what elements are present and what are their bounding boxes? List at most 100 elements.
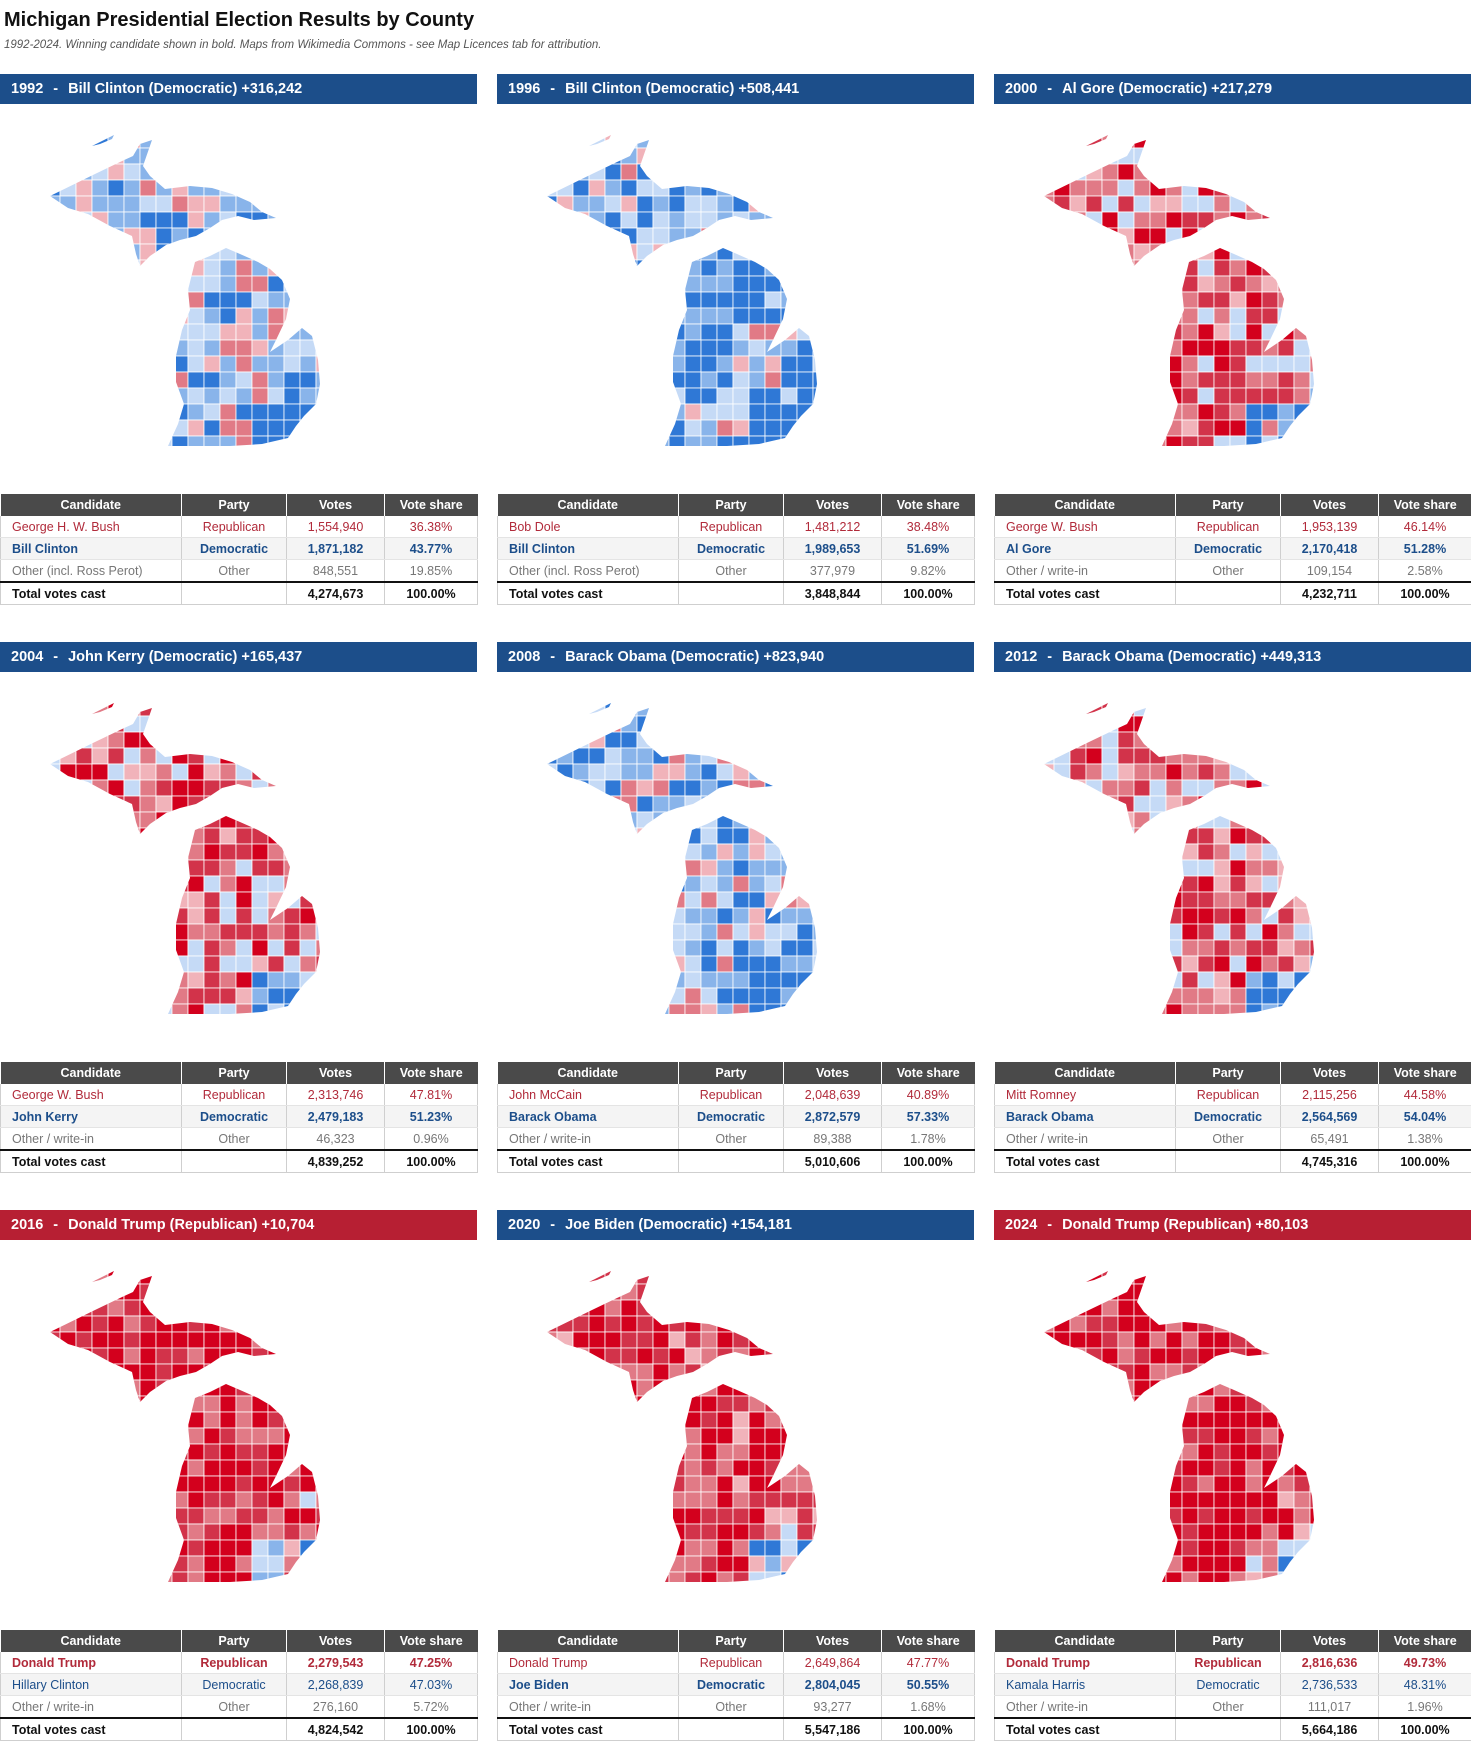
candidate-row: Other / write-in Other 109,154 2.58% (994, 559, 1471, 583)
candidate-votes: 2,170,418 (1280, 537, 1379, 560)
banner-separator: - (1047, 1217, 1053, 1233)
total-party-empty (181, 1717, 287, 1741)
candidate-vote-share: 9.82% (881, 559, 975, 583)
candidate-party: Democratic (678, 1673, 784, 1696)
col-header-vote-share: Vote share (384, 1062, 478, 1084)
col-header-candidate: Candidate (994, 1630, 1176, 1652)
candidate-vote-share: 46.14% (1378, 516, 1471, 538)
total-label: Total votes cast (994, 1149, 1176, 1173)
candidate-vote-share: 51.69% (881, 537, 975, 560)
total-vote-share: 100.00% (881, 1717, 975, 1741)
michigan-county-map (50, 135, 320, 446)
col-header-vote-share: Vote share (1378, 1630, 1471, 1652)
col-header-candidate: Candidate (0, 494, 182, 516)
candidate-party: Democratic (181, 1673, 287, 1696)
total-vote-share: 100.00% (881, 1149, 975, 1173)
election-panel-2004: 2004- John Kerry (Democratic) +165,437 Ca… (0, 642, 478, 1173)
county-cells (1044, 135, 1314, 446)
election-headline: John Kerry (Democratic) +165,437 (68, 649, 303, 665)
candidate-name: Bill Clinton (0, 537, 182, 560)
candidate-name: Other / write-in (497, 1127, 679, 1151)
total-vote-share: 100.00% (1378, 1717, 1471, 1741)
banner-separator: - (53, 1217, 59, 1233)
election-panel-1996: 1996- Bill Clinton (Democratic) +508,441 … (497, 74, 975, 605)
candidate-vote-share: 5.72% (384, 1695, 478, 1719)
candidate-name: Donald Trump (497, 1652, 679, 1674)
candidate-vote-share: 47.77% (881, 1652, 975, 1674)
candidate-vote-share: 48.31% (1378, 1673, 1471, 1696)
candidate-party: Other (181, 1695, 287, 1719)
candidate-party: Other (678, 1127, 784, 1151)
candidate-row: Al Gore Democratic 2,170,418 51.28% (994, 537, 1471, 560)
candidate-row: Bill Clinton Democratic 1,989,653 51.69% (497, 537, 975, 560)
election-year: 2024 (1005, 1217, 1038, 1233)
candidate-party: Democratic (678, 1105, 784, 1128)
election-panel-2012: 2012- Barack Obama (Democratic) +449,313 … (994, 642, 1471, 1173)
election-year: 2000 (1005, 81, 1038, 97)
county-cells (547, 1271, 817, 1582)
candidate-votes: 2,115,256 (1280, 1084, 1379, 1106)
total-votes: 4,839,252 (286, 1149, 385, 1173)
candidate-votes: 377,979 (783, 559, 882, 583)
total-vote-share: 100.00% (881, 581, 975, 605)
candidate-name: Other / write-in (0, 1695, 182, 1719)
candidate-votes: 2,649,864 (783, 1652, 882, 1674)
election-banner: 1992- Bill Clinton (Democratic) +316,242 (0, 74, 477, 104)
candidate-party: Democratic (1175, 1673, 1281, 1696)
results-header-row: Candidate Party Votes Vote share (497, 1630, 975, 1652)
candidate-votes: 65,491 (1280, 1127, 1379, 1151)
candidate-name: Other / write-in (994, 1695, 1176, 1719)
candidate-row: Joe Biden Democratic 2,804,045 50.55% (497, 1673, 975, 1696)
candidate-party: Democratic (678, 537, 784, 560)
results-header-row: Candidate Party Votes Vote share (0, 1062, 478, 1084)
election-panel-1992: 1992- Bill Clinton (Democratic) +316,242 … (0, 74, 478, 605)
col-header-candidate: Candidate (497, 494, 679, 516)
michigan-county-map (547, 1271, 817, 1582)
candidate-vote-share: 47.25% (384, 1652, 478, 1674)
candidate-votes: 848,551 (286, 559, 385, 583)
candidate-vote-share: 0.96% (384, 1127, 478, 1151)
results-table: Candidate Party Votes Vote share George … (0, 494, 478, 605)
banner-separator: - (1047, 649, 1053, 665)
total-party-empty (1175, 581, 1281, 605)
candidate-vote-share: 47.03% (384, 1673, 478, 1696)
results-table: Candidate Party Votes Vote share Donald … (0, 1630, 478, 1741)
col-header-party: Party (181, 494, 287, 516)
election-banner: 2020- Joe Biden (Democratic) +154,181 (497, 1210, 974, 1240)
banner-separator: - (1047, 81, 1053, 97)
candidate-party: Republican (1175, 516, 1281, 538)
candidate-row: Other / write-in Other 93,277 1.68% (497, 1695, 975, 1719)
col-header-vote-share: Vote share (1378, 494, 1471, 516)
candidate-name: John Kerry (0, 1105, 182, 1128)
election-year: 2004 (11, 649, 44, 665)
candidate-name: John McCain (497, 1084, 679, 1106)
election-panel-2024: 2024- Donald Trump (Republican) +80,103 C… (994, 1210, 1471, 1741)
candidate-party: Democratic (1175, 537, 1281, 560)
candidate-row: Barack Obama Democratic 2,564,569 54.04% (994, 1105, 1471, 1128)
election-panel-2008: 2008- Barack Obama (Democratic) +823,940 … (497, 642, 975, 1173)
election-year: 2012 (1005, 649, 1038, 665)
michigan-county-map (50, 1271, 320, 1582)
col-header-candidate: Candidate (994, 1062, 1176, 1084)
county-results-map (497, 672, 974, 1062)
col-header-votes: Votes (783, 1630, 882, 1652)
candidate-party: Democratic (181, 1105, 287, 1128)
candidate-vote-share: 51.28% (1378, 537, 1471, 560)
candidate-votes: 93,277 (783, 1695, 882, 1719)
candidate-party: Republican (678, 516, 784, 538)
election-year: 2008 (508, 649, 541, 665)
county-cells (547, 135, 817, 446)
col-header-party: Party (181, 1630, 287, 1652)
candidate-votes: 2,279,543 (286, 1652, 385, 1674)
candidate-vote-share: 54.04% (1378, 1105, 1471, 1128)
michigan-county-map (1044, 703, 1314, 1014)
county-results-map (994, 672, 1471, 1062)
candidate-row: John McCain Republican 2,048,639 40.89% (497, 1084, 975, 1106)
candidate-votes: 1,481,212 (783, 516, 882, 538)
candidate-vote-share: 19.85% (384, 559, 478, 583)
total-party-empty (181, 1149, 287, 1173)
election-banner: 2008- Barack Obama (Democratic) +823,940 (497, 642, 974, 672)
candidate-name: Bill Clinton (497, 537, 679, 560)
col-header-votes: Votes (286, 1062, 385, 1084)
total-label: Total votes cast (497, 581, 679, 605)
